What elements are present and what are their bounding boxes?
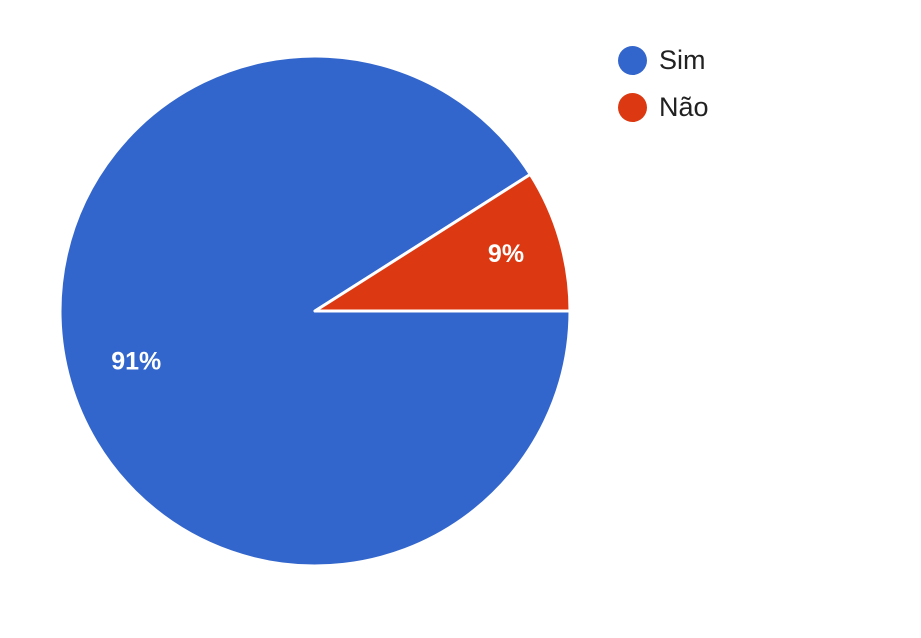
legend-swatch-nao — [618, 92, 647, 122]
legend: Sim Não — [618, 45, 709, 139]
legend-label-nao: Não — [659, 91, 709, 122]
pie-slice-labels: 91% 9% — [111, 240, 524, 375]
pie-slices — [58, 54, 572, 568]
pie-slice-label-nao: 9% — [488, 240, 524, 268]
pie-slice-nao[interactable] — [313, 172, 572, 313]
legend-swatch-sim — [618, 45, 647, 75]
legend-item-sim[interactable]: Sim — [618, 45, 709, 75]
pie-slice-label-sim: 91% — [111, 348, 161, 376]
legend-label-sim: Sim — [659, 44, 706, 75]
legend-item-nao[interactable]: Não — [618, 92, 709, 122]
